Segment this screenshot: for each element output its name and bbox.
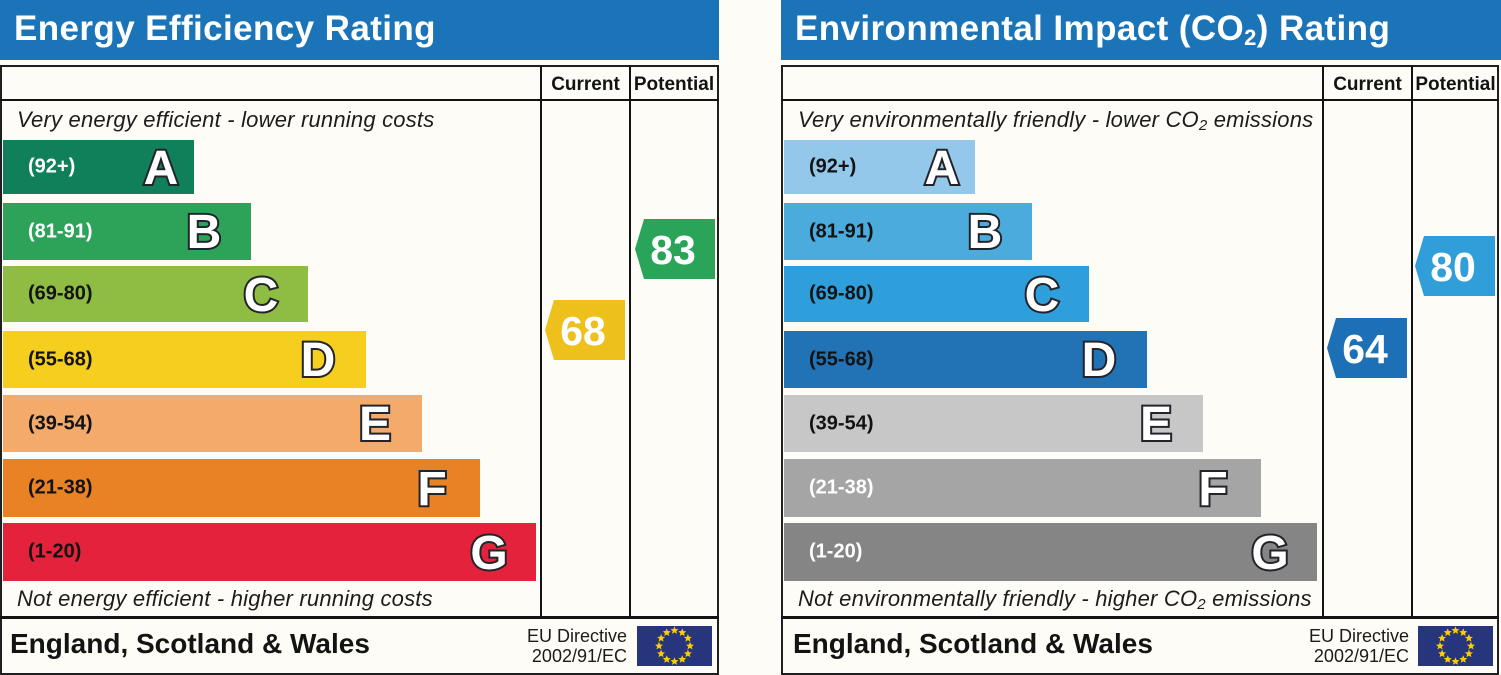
- svg-text:A: A: [925, 142, 960, 195]
- svg-text:G: G: [470, 527, 507, 580]
- svg-text:G: G: [1251, 527, 1288, 580]
- svg-text:64: 64: [1342, 326, 1388, 372]
- svg-text:E: E: [359, 398, 391, 451]
- svg-text:B: B: [968, 206, 1003, 259]
- svg-text:F: F: [417, 463, 446, 516]
- svg-text:D: D: [301, 334, 336, 387]
- svg-text:83: 83: [650, 227, 696, 273]
- svg-text:C: C: [1025, 269, 1060, 322]
- svg-text:C: C: [244, 269, 279, 322]
- svg-text:80: 80: [1430, 244, 1476, 290]
- svg-text:68: 68: [560, 308, 606, 354]
- svg-text:A: A: [144, 142, 179, 195]
- svg-text:F: F: [1198, 463, 1227, 516]
- svg-text:D: D: [1082, 334, 1117, 387]
- svg-text:B: B: [187, 206, 222, 259]
- svg-text:E: E: [1140, 398, 1172, 451]
